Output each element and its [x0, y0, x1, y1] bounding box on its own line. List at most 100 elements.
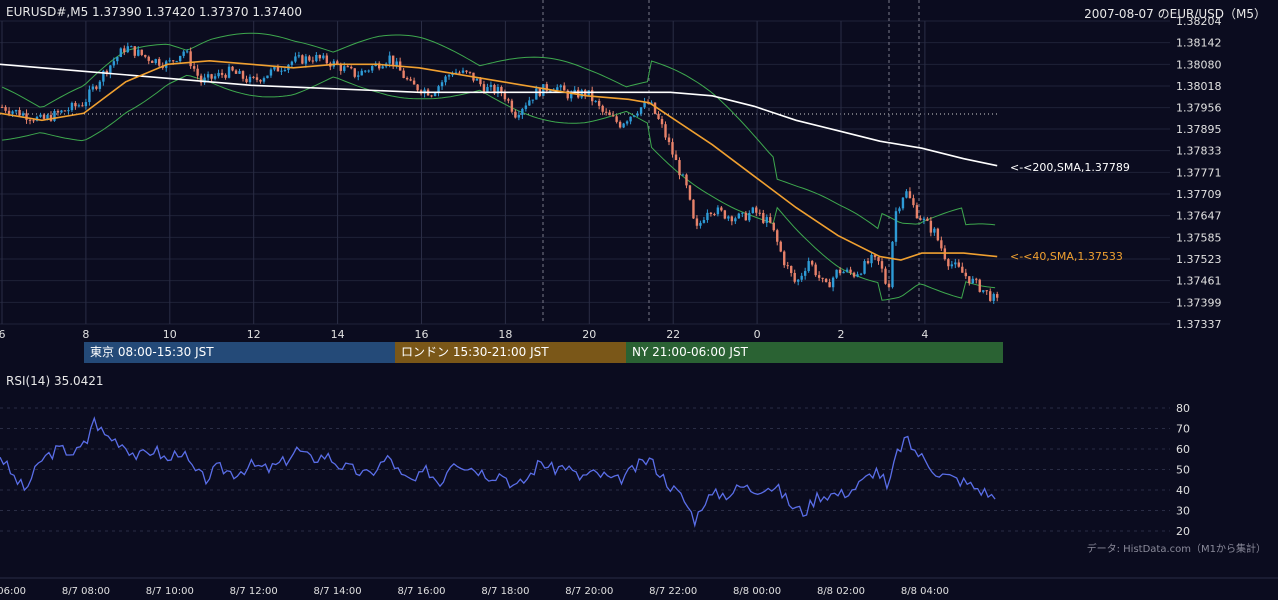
- candle-body: [971, 278, 974, 284]
- candle-body: [447, 75, 451, 77]
- candle-body: [126, 46, 129, 53]
- price-grid: [0, 20, 1170, 325]
- candle-body: [776, 230, 779, 242]
- candle-body: [594, 100, 597, 102]
- candle-body: [199, 75, 203, 83]
- candle-body: [84, 102, 88, 107]
- bollinger-upper: [1, 32, 996, 230]
- candle-body: [831, 277, 835, 288]
- candle-body: [248, 76, 252, 83]
- candle-body: [461, 70, 465, 73]
- candle-body: [231, 66, 234, 71]
- candle-body: [137, 49, 140, 56]
- bollinger-lower: [2, 74, 996, 301]
- rsi-tick-label: 40: [1176, 484, 1190, 497]
- candle-body: [468, 71, 472, 73]
- candle-body: [213, 76, 217, 79]
- session-london: ロンドン 15:30-21:00 JST: [395, 342, 626, 363]
- candle-body: [824, 278, 828, 283]
- candle-body: [322, 55, 325, 59]
- symbol-info: EURUSD#,M5 1.37390 1.37420 1.37370 1.374…: [6, 5, 302, 19]
- candle-body: [74, 102, 77, 107]
- candle-body: [21, 113, 25, 116]
- candle-body: [493, 84, 496, 94]
- candle-body: [123, 48, 126, 53]
- time-tick-label: 8/7 16:00: [397, 586, 445, 597]
- candle-body: [297, 55, 301, 57]
- candle-body: [786, 265, 789, 267]
- candle-body: [559, 85, 562, 88]
- candle-body: [294, 56, 297, 62]
- candle-body: [664, 124, 667, 138]
- candle-body: [852, 272, 856, 277]
- time-tick-label: 8/7 14:00: [314, 586, 362, 597]
- candle-body: [601, 105, 604, 112]
- rsi-tick-label: 50: [1176, 464, 1190, 477]
- candle-body: [940, 240, 943, 249]
- candle-body: [828, 282, 831, 288]
- candle-body: [18, 109, 21, 116]
- candle-body: [133, 46, 136, 56]
- candle-body: [178, 55, 182, 62]
- candle-body: [741, 212, 744, 214]
- candle-body: [870, 254, 873, 264]
- hour-tick-label: 10: [163, 328, 177, 341]
- candle-body: [625, 121, 629, 124]
- candle-body: [500, 87, 503, 93]
- candle-body: [814, 264, 817, 276]
- candle-body: [517, 114, 521, 118]
- candle-body: [716, 207, 720, 215]
- candle-body: [357, 75, 360, 77]
- candle-body: [845, 269, 849, 272]
- sma40-line: [0, 59, 998, 261]
- candle-body: [339, 64, 342, 71]
- hour-tick-label: 18: [498, 328, 512, 341]
- chart-title: 2007-08-07 のEUR/USD（M5）: [1084, 7, 1266, 21]
- candle-body: [192, 66, 196, 69]
- candle-body: [653, 102, 657, 114]
- candle-body: [402, 70, 405, 78]
- candle-body: [622, 123, 625, 128]
- candle-body: [185, 51, 189, 53]
- candle-body: [880, 261, 884, 269]
- candle-body: [381, 66, 384, 69]
- candle-body: [954, 262, 957, 265]
- candle-body: [266, 75, 269, 79]
- candle-body: [772, 222, 775, 231]
- candle-body: [905, 191, 908, 198]
- candle-body: [130, 46, 133, 48]
- candle-body: [395, 61, 398, 66]
- candle-body: [318, 55, 322, 59]
- candle-body: [39, 114, 42, 117]
- rsi-tick-label: 60: [1176, 443, 1190, 456]
- candle-body: [175, 61, 178, 63]
- time-tick-label: 8/7 22:00: [649, 586, 697, 597]
- candle-body: [196, 68, 199, 76]
- candle-body: [608, 112, 611, 116]
- candle-body: [660, 119, 664, 125]
- price-tick-label: 1.38080: [1176, 58, 1222, 71]
- time-tick-label: 8/8 00:00: [733, 586, 781, 597]
- candle-body: [887, 283, 891, 288]
- candle-body: [863, 261, 866, 274]
- candle-body: [765, 217, 768, 223]
- candle-body: [919, 218, 922, 221]
- candle-body: [922, 218, 926, 221]
- candle-body: [465, 70, 468, 72]
- candle-body: [102, 70, 105, 82]
- data-source-note: データ: HistData.com（M1から集計）: [1086, 544, 1266, 555]
- candle-body: [32, 120, 35, 122]
- candle-body: [873, 254, 877, 258]
- candle-body: [604, 111, 608, 113]
- candle-body: [507, 99, 510, 101]
- hour-tick-label: 16: [415, 328, 429, 341]
- candle-body: [0, 106, 4, 108]
- price-tick-label: 1.37461: [1176, 275, 1222, 288]
- candle-body: [412, 80, 416, 85]
- candle-body: [580, 90, 583, 98]
- time-tick-label: 8/7 08:00: [62, 586, 110, 597]
- candle-body: [842, 271, 845, 274]
- candle-body: [734, 218, 737, 222]
- hour-tick-label: 12: [247, 328, 261, 341]
- hour-tick-label: 20: [582, 328, 596, 341]
